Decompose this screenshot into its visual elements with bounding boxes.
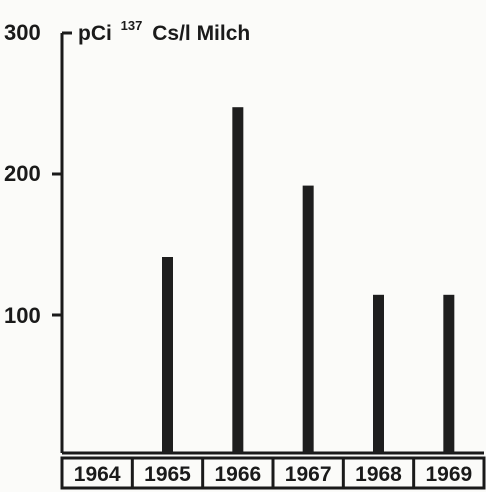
bar-1967 (302, 185, 314, 453)
bar-1965 (162, 257, 173, 453)
x-tick-label-1969: 1969 (425, 463, 472, 486)
bar-1968 (373, 294, 384, 453)
bar-1969 (443, 294, 455, 453)
x-tick-label-1964: 1964 (74, 463, 121, 486)
x-tick-label-1968: 1968 (355, 463, 402, 486)
x-tick-label-1966: 1966 (214, 463, 261, 486)
x-tick-label-1965: 1965 (144, 463, 191, 486)
bar-1966 (232, 107, 244, 453)
year-labels-group: 1964 1965 1966 1967 1968 1969 (74, 463, 472, 486)
y-tick-label-200: 200 (4, 161, 41, 186)
y-tick-label-100: 100 (4, 303, 41, 328)
category-table (60, 456, 486, 490)
y-axis-unit-label: pCi 137 Cs/l Milch (78, 12, 250, 45)
x-tick-label-1967: 1967 (285, 463, 332, 486)
unit-suffix: Cs/l Milch (152, 22, 250, 45)
bars-group (162, 107, 455, 453)
unit-superscript: 137 (121, 18, 143, 33)
unit-prefix: pCi (78, 22, 112, 45)
y-tick-label-300: 300 (4, 20, 41, 45)
